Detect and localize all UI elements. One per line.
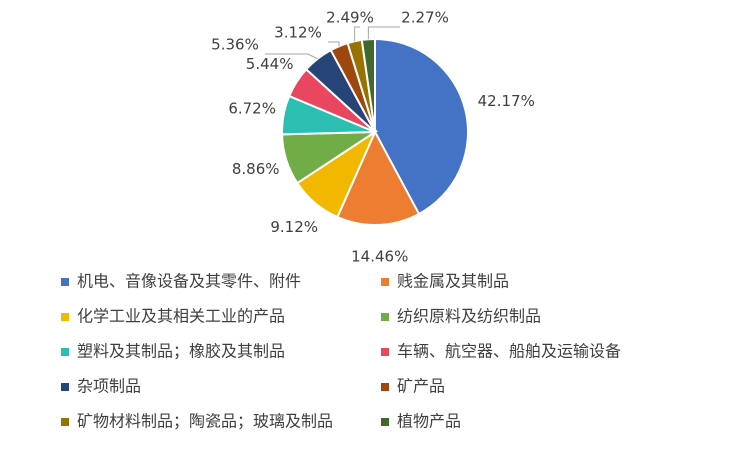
legend-marker xyxy=(61,313,69,321)
legend-marker xyxy=(381,313,389,321)
legend-label: 机电、音像设备及其零件、附件 xyxy=(77,272,301,291)
legend-marker xyxy=(61,383,69,391)
legend-label: 贱金属及其制品 xyxy=(397,272,509,291)
pie-slice xyxy=(336,129,421,226)
data-label: 6.72% xyxy=(228,99,276,117)
legend-label: 化学工业及其相关工业的产品 xyxy=(77,307,285,326)
legend-label: 矿产品 xyxy=(397,377,445,396)
data-label: 14.46% xyxy=(351,247,408,265)
legend-label: 杂项制品 xyxy=(77,377,141,396)
legend-marker xyxy=(381,418,389,426)
data-label: 3.12% xyxy=(274,24,322,42)
data-label: 5.44% xyxy=(246,55,294,73)
leader-line xyxy=(328,41,340,47)
data-label: 2.27% xyxy=(401,9,449,27)
legend-marker xyxy=(381,383,389,391)
legend-label: 植物产品 xyxy=(397,412,461,431)
leader-line xyxy=(367,26,400,40)
legend-marker xyxy=(381,278,389,286)
legend-label: 车辆、航空器、船舶及运输设备 xyxy=(397,342,621,361)
data-label: 42.17% xyxy=(478,92,535,110)
legend-marker xyxy=(381,348,389,356)
leader-line xyxy=(354,26,360,42)
pie-slice xyxy=(374,37,469,216)
legend-marker xyxy=(61,348,69,356)
legend-label: 纺织原料及纺织制品 xyxy=(397,307,541,326)
legend-label: 塑料及其制品；橡胶及其制品 xyxy=(77,342,285,361)
legend-marker xyxy=(61,278,69,286)
data-label: 2.49% xyxy=(326,9,374,27)
leader-line xyxy=(265,53,318,60)
data-label: 8.86% xyxy=(232,160,280,178)
data-label: 5.36% xyxy=(211,36,259,54)
legend-label: 矿物材料制品；陶瓷品；玻璃及制品 xyxy=(77,412,333,431)
legend-marker xyxy=(61,418,69,426)
data-label: 9.12% xyxy=(270,218,318,236)
